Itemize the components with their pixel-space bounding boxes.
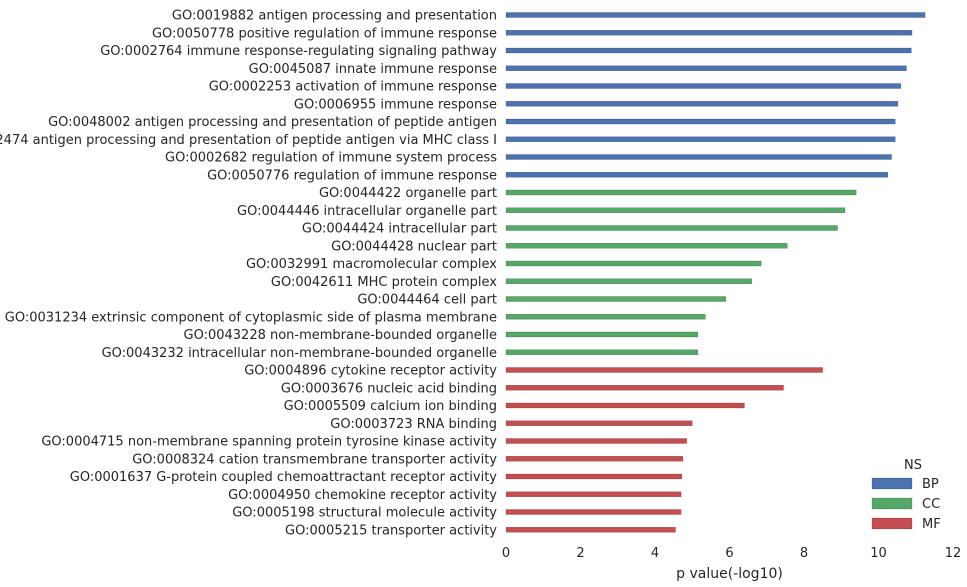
y-tick-label: GO:0006955 immune response [294,97,497,112]
y-tick-label: GO:0004715 non-membrane spanning protein… [41,435,497,450]
y-tick-label: GO:0002474 antigen processing and presen… [0,133,497,148]
y-tick-label: GO:0043232 intracellular non-membrane-bo… [102,346,497,361]
bar-mf [505,473,683,480]
bar-bp [505,101,899,107]
x-axis: 0 2 4 6 8 10 12 [502,546,961,561]
y-tick-label: GO:0044464 cell part [357,293,497,308]
y-tick-label: GO:0003723 RNA binding [330,417,497,432]
y-tick-label: GO:0043228 non-membrane-bounded organell… [184,328,498,343]
bar-cc [505,349,699,355]
x-tick-label: 0 [502,546,510,561]
legend-label-bp: BP [922,477,939,492]
legend-swatch-mf [871,517,913,530]
legend-swatch-cc [871,497,913,510]
y-tick-label: GO:0050778 positive regulation of immune… [152,26,497,41]
y-tick-label: GO:0044428 nuclear part [331,239,497,254]
y-tick-label: GO:0050776 regulation of immune response [207,168,497,183]
bar-mf [505,367,823,373]
y-tick-label: GO:0005215 transporter activity [285,523,497,538]
bar-mf [505,438,687,444]
legend-swatch-bp [871,477,913,490]
y-labels-layer: GO:0019882 antigen processing and presen… [0,9,497,539]
bar-mf [505,456,684,462]
bar-cc [505,189,857,196]
y-tick-label: GO:0045087 innate immune response [249,62,497,77]
y-tick-label: GO:0042611 MHC protein complex [271,275,497,290]
y-tick-label: GO:0048002 antigen processing and presen… [48,115,497,130]
bar-mf [505,402,745,409]
bar-mf [505,527,676,533]
bar-cc [505,243,788,249]
y-tick-label: GO:0044422 organelle part [319,186,497,201]
bar-bp [505,65,907,71]
legend-label-cc: CC [922,497,940,512]
y-tick-label: GO:0001637 G-protein coupled chemoattrac… [70,470,498,485]
bars-layer [505,12,926,533]
x-tick-label: 6 [725,546,733,561]
bar-bp [505,47,912,54]
bar-mf [505,509,682,515]
bar-cc [505,207,846,213]
y-tick-label: GO:0005509 calcium ion binding [284,399,497,414]
bar-mf [505,385,784,391]
bar-cc [505,296,727,302]
bar-cc [505,260,762,267]
x-axis-label: p value(-log10) [676,566,783,582]
x-tick-label: 12 [945,546,962,561]
y-tick-label: GO:0002682 regulation of immune system p… [165,151,497,166]
bar-bp [505,83,902,89]
bar-bp [505,136,896,142]
x-tick-label: 2 [576,546,584,561]
y-tick-label: GO:0019882 antigen processing and presen… [172,9,497,24]
y-tick-label: GO:0008324 cation transmembrane transpor… [132,452,497,467]
y-tick-label: GO:0004896 cytokine receptor activity [244,364,497,379]
bar-cc [505,278,753,284]
legend-title: NS [904,458,922,473]
y-tick-label: GO:0031234 extrinsic component of cytopl… [5,310,497,325]
bar-bp [505,172,889,178]
x-tick-label: 8 [800,546,808,561]
y-tick-label: GO:0032991 macromolecular complex [246,257,497,272]
x-tick-label: 10 [870,546,887,561]
x-tick-label: 4 [651,546,659,561]
bar-bp [505,154,892,160]
y-tick-label: GO:0004950 chemokine receptor activity [228,488,497,503]
bar-bp [505,118,896,125]
legend-label-mf: MF [922,517,941,532]
y-tick-label: GO:0005198 structural molecule activity [232,506,497,521]
y-tick-label: GO:0044446 intracellular organelle part [237,204,497,219]
bar-mf [505,491,682,497]
y-tick-label: GO:0003676 nucleic acid binding [281,381,497,396]
bar-bp [505,30,913,36]
bar-cc [505,225,838,231]
bar-mf [505,420,693,426]
bar-cc [505,314,706,320]
bar-bp [505,12,926,18]
y-tick-label: GO:0002253 activation of immune response [209,80,497,95]
y-tick-label: GO:0044424 intracellular part [302,222,497,237]
y-tick-label: GO:0002764 immune response-regulating si… [100,44,497,59]
bar-cc [505,331,699,338]
